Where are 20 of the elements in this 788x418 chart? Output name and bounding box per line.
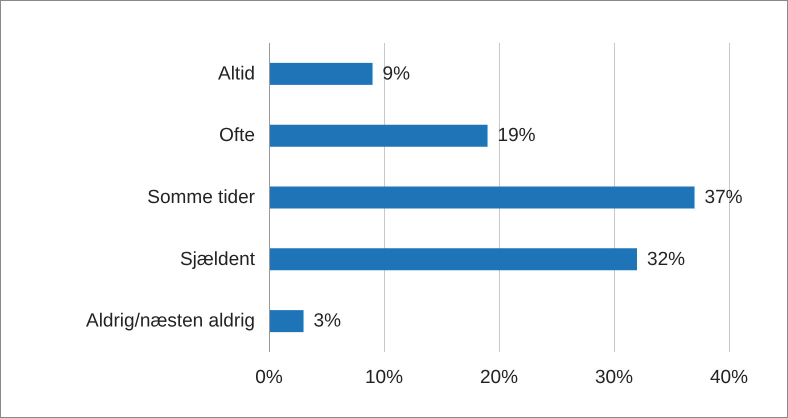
data-label: 19%: [498, 125, 536, 146]
y-tick-label: Ofte: [219, 125, 255, 146]
data-label: 9%: [382, 63, 410, 84]
bar: [269, 310, 304, 332]
bar: [269, 186, 694, 208]
y-tick-label: Altid: [218, 63, 255, 84]
y-tick-label: Sjældent: [180, 248, 256, 270]
x-tick-label: 30%: [594, 367, 634, 388]
bar: [269, 248, 637, 270]
data-label: 3%: [314, 310, 342, 332]
x-tick-label: 20%: [480, 367, 518, 388]
bar: [269, 124, 488, 147]
data-label: 37%: [704, 187, 743, 208]
y-tick-label: Somme tider: [147, 187, 256, 208]
x-tick-label: 40%: [710, 367, 748, 388]
x-tick-label: 0%: [255, 367, 283, 388]
data-label: 32%: [647, 248, 686, 270]
bar: [269, 62, 372, 85]
y-tick-label: Aldrig/næsten aldrig: [86, 310, 255, 332]
x-tick-label: 10%: [364, 367, 404, 388]
